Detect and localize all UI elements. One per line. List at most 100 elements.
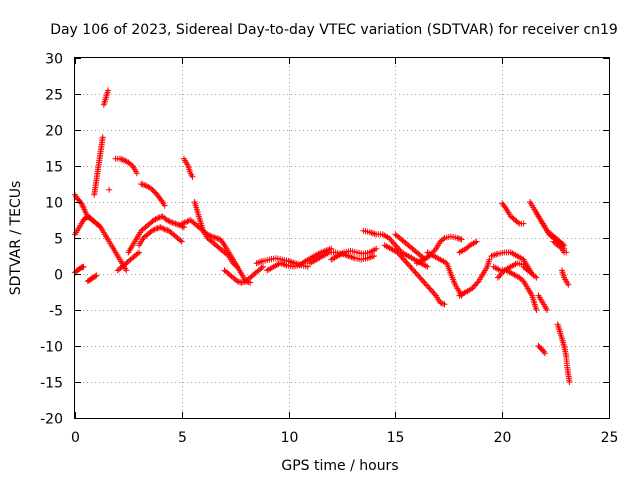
data-point [566, 379, 573, 385]
data-point [166, 218, 173, 225]
y-tick-label: 25 [45, 88, 63, 104]
x-tick-label: 10 [281, 430, 299, 446]
data-point [220, 240, 227, 247]
series-arc-39 [550, 238, 570, 256]
data-point [153, 215, 160, 222]
series-arc-02 [72, 214, 130, 274]
series-arc-16 [221, 263, 266, 286]
y-tick-label: 10 [45, 196, 63, 212]
x-tick-label: 0 [71, 430, 80, 446]
data-point [532, 273, 538, 280]
series-arc-09 [138, 181, 168, 209]
data-point [148, 227, 155, 234]
chart-title: Day 106 of 2023, Sidereal Day-to-day VTE… [50, 22, 618, 38]
data-point [440, 236, 447, 243]
y-tick-label: -15 [40, 376, 63, 392]
data-point [431, 247, 438, 254]
data-point [424, 263, 431, 270]
data-point [486, 256, 493, 263]
series-arc-04 [84, 272, 100, 285]
y-tick-label: 15 [45, 160, 63, 176]
data-point [134, 250, 141, 257]
data-point [99, 134, 106, 141]
series-arc-13 [180, 155, 196, 180]
data-point [540, 348, 547, 355]
data-point [133, 170, 140, 177]
data-point [158, 197, 165, 204]
data-point [425, 284, 432, 290]
data-point [391, 240, 398, 247]
data-point [106, 186, 113, 193]
y-axis-label: SDTVAR / TECUs [8, 181, 24, 296]
series-arc-36 [535, 343, 548, 357]
data-point [232, 262, 239, 269]
data-point [431, 291, 438, 298]
data-point [544, 307, 551, 313]
data-point [180, 224, 187, 231]
data-point [79, 201, 86, 208]
data-point [189, 173, 196, 180]
data-point [394, 249, 401, 256]
data-point [122, 158, 129, 164]
data-point [93, 272, 100, 279]
data-points [72, 87, 573, 385]
data-point [533, 307, 540, 313]
x-tick-labels: 0 5 10 15 20 25 [71, 430, 618, 446]
data-point [397, 252, 404, 259]
data-point [474, 279, 481, 286]
data-point [304, 263, 311, 270]
data-point [105, 87, 112, 94]
data-point [80, 263, 87, 270]
x-tick-label: 20 [494, 430, 512, 446]
data-point [260, 263, 266, 270]
data-point [386, 235, 392, 241]
series-arc-08 [112, 155, 140, 177]
x-tick-label: 15 [387, 430, 405, 446]
series-arc-34 [520, 263, 540, 281]
plot-frame [74, 57, 610, 419]
x-tick-label: 25 [601, 430, 619, 446]
data-point [473, 238, 480, 245]
series-arc-27 [456, 238, 480, 256]
y-tick-label: -20 [40, 412, 63, 428]
x-axis-label: GPS time / hours [281, 458, 398, 474]
series-arc-15 [191, 199, 241, 270]
y-tick-label: -10 [40, 340, 63, 356]
x-tick-label: 5 [178, 430, 187, 446]
data-point [497, 271, 504, 278]
data-point [409, 266, 416, 273]
data-point [177, 237, 184, 244]
data-point [400, 256, 407, 263]
data-point [92, 273, 99, 280]
y-tick-label: 5 [54, 232, 63, 248]
data-point [392, 242, 399, 249]
data-point [520, 220, 527, 227]
series-arc-06 [100, 87, 112, 108]
y-tick-label: -5 [49, 304, 63, 320]
series-arc-10 [125, 213, 187, 256]
series-arc-11 [136, 224, 185, 249]
data-point [123, 267, 130, 274]
data-point [514, 219, 521, 226]
data-point [422, 281, 429, 288]
series-arc-31 [499, 200, 527, 227]
data-point [494, 274, 501, 281]
data-point [416, 273, 423, 280]
data-point [179, 223, 186, 230]
y-tick-label: 0 [54, 268, 63, 284]
series-arc-37 [554, 321, 573, 385]
data-point [469, 285, 476, 292]
data-point [161, 202, 168, 209]
y-tick-label: 20 [45, 124, 63, 140]
grid [75, 58, 609, 418]
y-tick-label: 30 [45, 52, 63, 68]
data-point [541, 350, 548, 357]
series-arc-14 [178, 217, 254, 286]
series-arc-32 [527, 199, 568, 249]
y-tick-labels: 30 25 20 15 10 5 0 -5 -10 -15 -20 [40, 52, 63, 428]
data-point [441, 301, 448, 308]
series-arc-26 [456, 256, 493, 299]
data-point [178, 238, 185, 245]
series-arc-20 [328, 245, 380, 263]
